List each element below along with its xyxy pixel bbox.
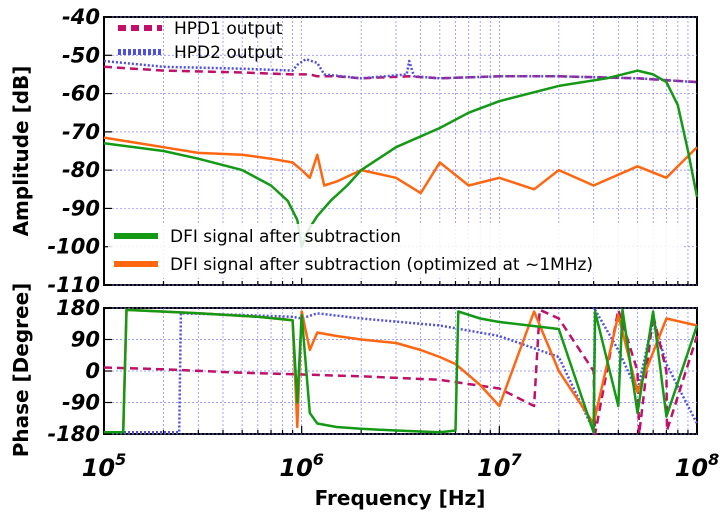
legend-bottom: DFI signal after subtraction DFI signal a… xyxy=(108,224,684,278)
amplitude-y-ticks: -40 -50 -60 -70 -80 -90 -100 -110 xyxy=(47,5,112,297)
phase-series-hpd1-output xyxy=(103,308,699,436)
legend-label: HPD1 output xyxy=(174,19,283,39)
amplitude-grid xyxy=(104,16,697,286)
legend-bottom-background xyxy=(108,224,684,278)
x-axis-label: Frequency [Hz] xyxy=(315,486,486,510)
x-tick-label: 106 xyxy=(279,450,324,482)
amplitude-series-hpd2-output xyxy=(103,57,698,84)
phase-y-ticks: 180 90 0 -90 -180 xyxy=(47,296,112,446)
phase-panel: 180 90 0 -90 -180 105 106 107 108 Phase [Degree… xyxy=(9,283,719,510)
amplitude-y-axis-label: Amplitude [dB] xyxy=(9,66,33,237)
amplitude-y-tick-label: -90 xyxy=(62,196,100,220)
phase-y-tick-label: 90 xyxy=(71,328,100,352)
x-axis-ticks: 105 106 107 108 xyxy=(82,450,720,482)
phase-grid xyxy=(104,307,697,435)
phase-y-tick-label: -180 xyxy=(47,422,100,446)
amplitude-y-tick-label: -110 xyxy=(47,273,100,297)
x-tick-label: 107 xyxy=(477,450,522,482)
amplitude-y-tick-label: -70 xyxy=(62,120,100,144)
amplitude-y-tick-label: -40 xyxy=(62,5,100,29)
phase-y-tick-label: 0 xyxy=(85,359,100,383)
legend-label: DFI signal after subtraction (optimized … xyxy=(170,255,593,275)
phase-y-axis-label: Phase [Degree] xyxy=(9,283,33,458)
amplitude-y-tick-label: -60 xyxy=(62,82,100,106)
legend-label: HPD2 output xyxy=(174,43,283,63)
phase-y-tick-label: -90 xyxy=(62,391,100,415)
phase-y-tick-label: 180 xyxy=(56,296,100,320)
phase-series xyxy=(103,308,699,436)
phase-series-dfi-signal-after-subtraction xyxy=(104,308,699,434)
amplitude-y-tick-label: -100 xyxy=(47,235,100,259)
x-tick-label: 108 xyxy=(675,450,720,482)
amplitude-y-tick-label: -50 xyxy=(62,43,100,67)
amplitude-series xyxy=(103,57,699,248)
amplitude-series-dfi-signal-after-subtraction xyxy=(103,69,699,248)
legend-label: DFI signal after subtraction xyxy=(170,227,401,247)
amplitude-panel: -40 -50 -60 -70 -80 -90 -100 -110 Amplitude [dB… xyxy=(9,5,699,297)
x-tick-label: 105 xyxy=(82,450,127,482)
legend-top: HPD1 output HPD2 output xyxy=(118,19,283,63)
amplitude-y-tick-label: -80 xyxy=(62,158,100,182)
